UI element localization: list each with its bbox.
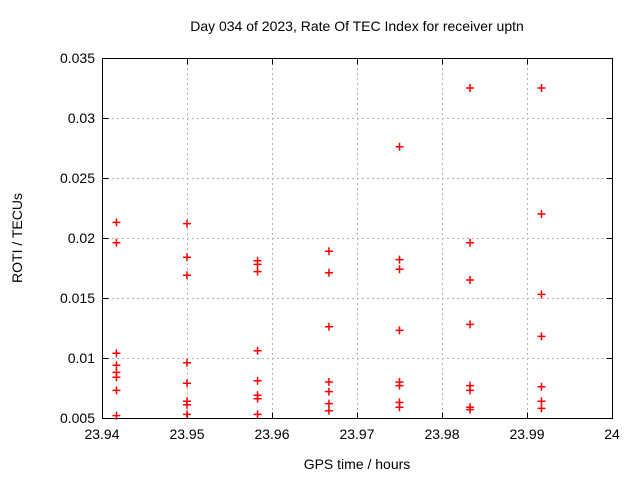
data-point-plus (466, 84, 475, 92)
y-tick-label: 0.035 (59, 50, 95, 66)
data-point-plus (253, 260, 262, 269)
y-tick-label: 0.025 (59, 170, 95, 186)
data-point-plus (395, 265, 404, 274)
x-tick-label: 23.94 (84, 426, 120, 442)
y-tick-label: 0.01 (67, 350, 95, 366)
x-tick-label: 23.99 (509, 426, 545, 442)
data-point-plus (253, 267, 262, 276)
data-point-plus (324, 268, 333, 277)
data-point-plus (395, 142, 404, 151)
data-point-plus (537, 382, 546, 391)
y-tick-label: 0.02 (67, 230, 95, 246)
data-point-plus (183, 253, 191, 262)
data-point-plus (112, 411, 121, 420)
data-point-plus (324, 378, 333, 386)
data-point-plus (537, 404, 546, 413)
data-point-plus (466, 276, 475, 284)
data-point-plus (324, 247, 333, 256)
data-point-plus (183, 379, 191, 388)
data-point-plus (112, 218, 121, 227)
data-point-plus (112, 361, 121, 370)
data-point-plus (466, 238, 475, 247)
data-point-plus (253, 410, 262, 419)
data-point-plus (466, 405, 475, 414)
data-point-plus (112, 349, 121, 358)
x-tick-label: 23.96 (254, 426, 290, 442)
data-point-plus (466, 320, 475, 329)
data-point-plus (395, 381, 404, 390)
data-point-plus (466, 386, 475, 395)
x-tick-label: 23.97 (339, 426, 375, 442)
data-point-plus (183, 271, 191, 280)
data-point-plus (395, 326, 404, 335)
data-point-plus (537, 210, 546, 218)
data-point-plus (324, 387, 333, 396)
data-point-plus (183, 400, 191, 409)
x-tick-label: 23.95 (169, 426, 205, 442)
data-point-plus (253, 394, 262, 403)
data-point-plus (537, 397, 546, 406)
y-tick-label: 0.03 (67, 110, 95, 126)
x-tick-label: 24 (604, 426, 620, 442)
x-axis-label: GPS time / hours (303, 456, 411, 472)
data-point-plus (183, 410, 191, 419)
y-tick-label: 0.015 (59, 290, 95, 306)
data-point-plus (253, 346, 262, 355)
data-point-plus (112, 373, 121, 382)
data-point-plus (324, 406, 333, 415)
chart-title: Day 034 of 2023, Rate Of TEC Index for r… (190, 18, 524, 34)
y-tick-label: 0.005 (59, 410, 95, 426)
data-point-plus (395, 403, 404, 412)
data-point-plus (537, 290, 546, 299)
data-point-plus (324, 399, 333, 408)
data-point-plus (324, 322, 333, 331)
data-point-plus (183, 219, 191, 228)
data-point-plus (395, 255, 404, 264)
data-point-plus (183, 358, 191, 367)
data-point-plus (537, 332, 546, 341)
data-point-plus (253, 376, 262, 385)
data-point-plus (537, 84, 546, 92)
data-point-plus (112, 386, 121, 395)
x-tick-label: 23.98 (424, 426, 460, 442)
data-point-plus (112, 238, 121, 247)
